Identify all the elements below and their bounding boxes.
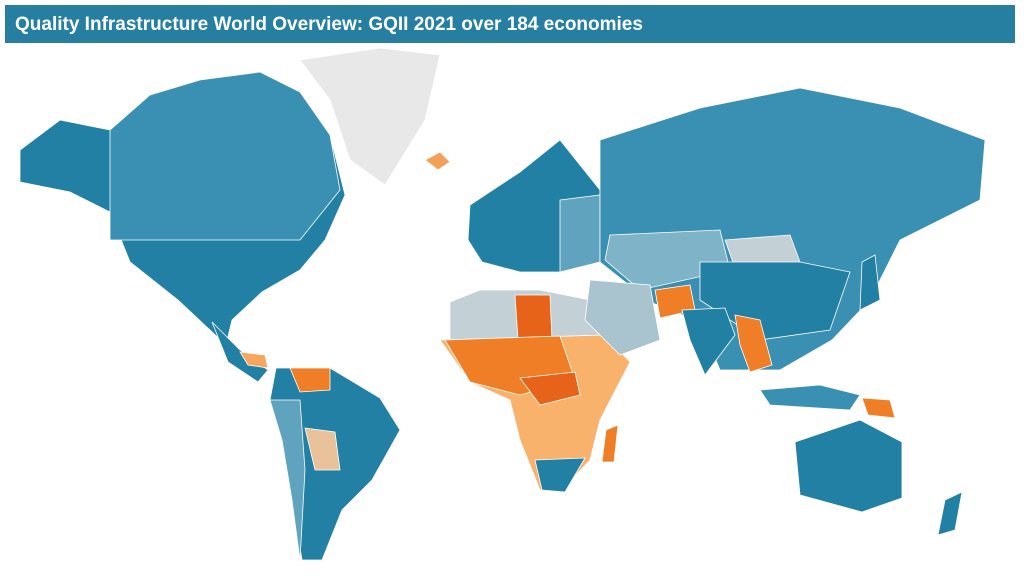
iceland bbox=[424, 151, 451, 171]
central-africa bbox=[519, 371, 581, 406]
india bbox=[681, 307, 736, 376]
venezuela bbox=[289, 367, 331, 393]
australia bbox=[794, 419, 903, 513]
madagascar bbox=[601, 424, 619, 463]
central-asia bbox=[604, 229, 731, 291]
japan bbox=[859, 254, 881, 311]
southeast-asia bbox=[734, 314, 773, 373]
libya bbox=[514, 294, 553, 341]
eastern-europe bbox=[559, 194, 601, 273]
greenland bbox=[299, 47, 441, 186]
indonesia bbox=[759, 384, 861, 411]
bolivia bbox=[304, 427, 341, 471]
middle-east bbox=[584, 279, 661, 356]
title-bar: Quality Infrastructure World Overview: G… bbox=[5, 5, 1015, 43]
canada bbox=[109, 71, 341, 241]
png bbox=[861, 397, 896, 419]
caribbean bbox=[239, 351, 269, 369]
andes bbox=[269, 399, 306, 561]
southern-africa bbox=[534, 457, 586, 493]
new-zealand bbox=[937, 491, 963, 536]
title: Quality Infrastructure World Overview: G… bbox=[15, 14, 643, 35]
